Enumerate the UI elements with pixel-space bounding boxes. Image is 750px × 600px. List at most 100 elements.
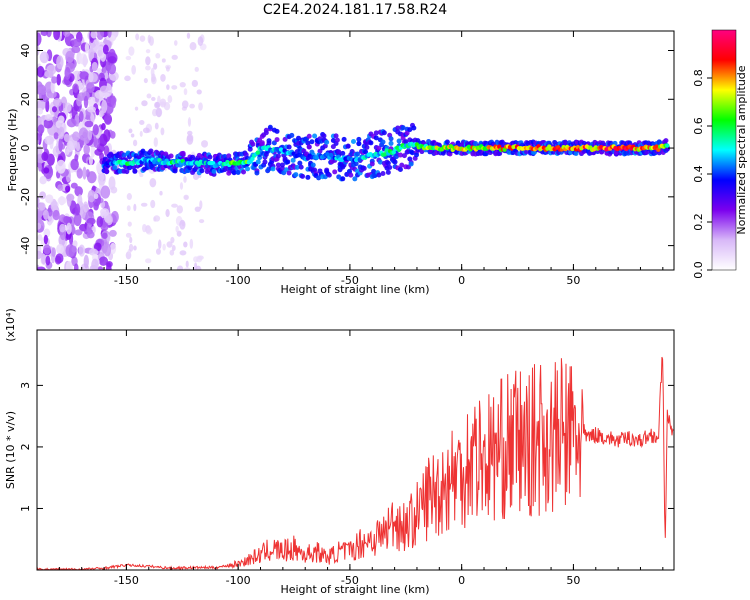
envelope-cell <box>345 143 351 149</box>
noise-cell <box>166 84 170 90</box>
noise-cell <box>176 205 184 214</box>
noise-cell <box>127 221 132 227</box>
snr-multiplier: (x10⁴) <box>4 308 17 342</box>
noise-cell <box>179 81 186 88</box>
noise-cell <box>186 134 194 142</box>
noise-cell <box>66 140 74 153</box>
noise-cell <box>135 33 140 41</box>
noise-cell <box>143 77 148 84</box>
envelope-cell <box>356 136 362 142</box>
envelope-cell <box>363 149 369 155</box>
envelope-cell <box>336 149 342 155</box>
noise-cell <box>37 250 43 260</box>
noise-cell <box>55 253 64 264</box>
noise-cell <box>160 127 165 136</box>
noise-cell <box>149 178 157 188</box>
noise-cell <box>155 107 163 118</box>
envelope-cell <box>419 148 425 154</box>
noise-cell <box>124 75 131 82</box>
noise-cell <box>74 203 81 216</box>
noise-cell <box>171 244 176 252</box>
noise-cell <box>146 93 152 99</box>
envelope-cell <box>298 164 304 170</box>
noise-cell <box>59 223 66 233</box>
snr-panel: -150 -100 -50 0 50 1 2 3 Height of straight lin… <box>4 308 675 596</box>
envelope-cell <box>376 172 382 178</box>
envelope-cell <box>309 139 315 145</box>
y-tick-label: -20 <box>19 188 32 206</box>
noise-cell <box>57 196 67 205</box>
noise-cell <box>166 241 173 248</box>
noise-cell <box>57 184 64 191</box>
noise-cell <box>93 136 100 149</box>
envelope-cell <box>254 170 260 176</box>
envelope-cell <box>523 149 529 155</box>
envelope-cell <box>321 133 327 139</box>
envelope-cell <box>285 159 291 165</box>
noise-cell <box>39 191 46 200</box>
noise-cell <box>41 253 47 265</box>
noise-cell <box>38 162 43 172</box>
noise-cell <box>145 227 153 235</box>
envelope-cell <box>333 133 339 139</box>
envelope-cell <box>473 141 479 147</box>
envelope-cell <box>369 161 375 167</box>
y-tick-label: -40 <box>19 237 32 255</box>
envelope-cell <box>263 130 269 136</box>
noise-cell <box>100 185 111 199</box>
envelope-cell <box>385 169 391 175</box>
envelope-cell <box>207 154 213 160</box>
envelope-cell <box>326 172 332 178</box>
noise-cell <box>51 247 56 258</box>
noise-cell <box>176 265 184 270</box>
y-tick-label: 0 <box>19 145 32 152</box>
noise-cell <box>145 49 151 54</box>
x-tick-label: -50 <box>341 574 359 587</box>
envelope-cell <box>388 136 394 142</box>
noise-cell <box>40 31 49 37</box>
envelope-cell <box>407 127 413 133</box>
noise-cell <box>82 166 87 180</box>
noise-cell <box>189 238 194 249</box>
noise-cell <box>56 244 64 255</box>
noise-cell <box>183 176 187 183</box>
noise-cell <box>194 66 199 72</box>
noise-cell <box>84 42 90 53</box>
noise-cell <box>66 222 72 235</box>
spectrogram-axes: -150 -100 -50 0 50 -40 -20 0 20 40 <box>19 31 674 287</box>
x-tick-label: -150 <box>114 274 139 287</box>
noise-cell <box>140 202 148 207</box>
noise-cell <box>86 222 92 234</box>
noise-cell <box>153 62 158 70</box>
noise-cell <box>44 135 55 145</box>
noise-cell <box>101 232 108 239</box>
noise-cell <box>125 232 132 238</box>
envelope-cell <box>392 159 398 165</box>
envelope-cell <box>235 169 241 175</box>
noise-cell <box>185 260 189 268</box>
noise-cell <box>91 61 98 72</box>
envelope-cell <box>127 165 133 171</box>
noise-cell <box>63 133 70 143</box>
envelope-cell <box>644 149 650 155</box>
noise-cell <box>139 130 143 137</box>
noise-cell <box>133 203 137 212</box>
envelope-cell <box>199 168 205 174</box>
envelope-cell <box>293 172 299 178</box>
noise-cell <box>186 32 191 39</box>
noise-cell <box>174 40 178 46</box>
noise-cell <box>179 219 186 230</box>
noise-cell <box>197 36 204 47</box>
envelope-cell <box>266 140 272 146</box>
noise-cell <box>63 215 70 224</box>
envelope-cell <box>112 165 118 171</box>
noise-cell <box>71 46 81 54</box>
noise-cell <box>72 240 78 248</box>
envelope-cell <box>385 160 391 166</box>
noise-cell <box>126 193 132 201</box>
noise-cell <box>103 129 111 142</box>
noise-cell <box>198 219 205 224</box>
envelope-cell <box>397 152 403 158</box>
noise-cell <box>179 250 187 256</box>
envelope-cell <box>353 161 359 167</box>
